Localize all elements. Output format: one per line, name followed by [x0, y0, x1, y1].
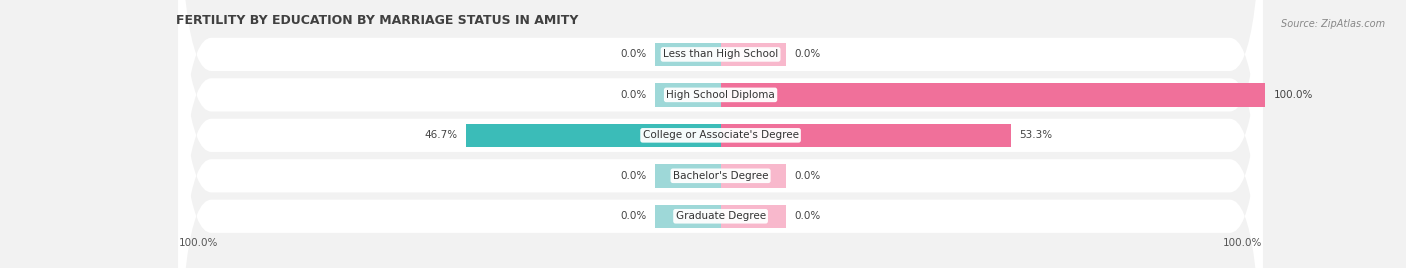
- Text: 0.0%: 0.0%: [794, 49, 820, 59]
- Text: 0.0%: 0.0%: [621, 49, 647, 59]
- Bar: [467, 124, 721, 147]
- Text: 0.0%: 0.0%: [794, 211, 820, 221]
- Text: 0.0%: 0.0%: [621, 90, 647, 100]
- Text: 100.0%: 100.0%: [179, 238, 218, 248]
- Text: Less than High School: Less than High School: [664, 49, 778, 59]
- Text: Bachelor's Degree: Bachelor's Degree: [673, 171, 768, 181]
- Text: 100.0%: 100.0%: [1274, 90, 1313, 100]
- Bar: [721, 204, 786, 228]
- Bar: [655, 164, 721, 188]
- Text: 100.0%: 100.0%: [1223, 238, 1263, 248]
- Bar: [721, 164, 786, 188]
- Bar: [721, 43, 786, 66]
- FancyBboxPatch shape: [179, 0, 1263, 268]
- Bar: [721, 83, 1265, 107]
- Text: College or Associate's Degree: College or Associate's Degree: [643, 130, 799, 140]
- Bar: [655, 83, 721, 107]
- FancyBboxPatch shape: [179, 0, 1263, 268]
- Text: 53.3%: 53.3%: [1019, 130, 1052, 140]
- Text: High School Diploma: High School Diploma: [666, 90, 775, 100]
- Text: 0.0%: 0.0%: [621, 211, 647, 221]
- Text: 46.7%: 46.7%: [425, 130, 458, 140]
- Bar: [655, 43, 721, 66]
- FancyBboxPatch shape: [179, 0, 1263, 268]
- Text: FERTILITY BY EDUCATION BY MARRIAGE STATUS IN AMITY: FERTILITY BY EDUCATION BY MARRIAGE STATU…: [176, 14, 578, 27]
- FancyBboxPatch shape: [179, 0, 1263, 268]
- Bar: [721, 124, 1011, 147]
- Text: Graduate Degree: Graduate Degree: [675, 211, 766, 221]
- Text: 0.0%: 0.0%: [621, 171, 647, 181]
- Text: 0.0%: 0.0%: [794, 171, 820, 181]
- Text: Source: ZipAtlas.com: Source: ZipAtlas.com: [1281, 19, 1385, 29]
- FancyBboxPatch shape: [179, 0, 1263, 268]
- Bar: [655, 204, 721, 228]
